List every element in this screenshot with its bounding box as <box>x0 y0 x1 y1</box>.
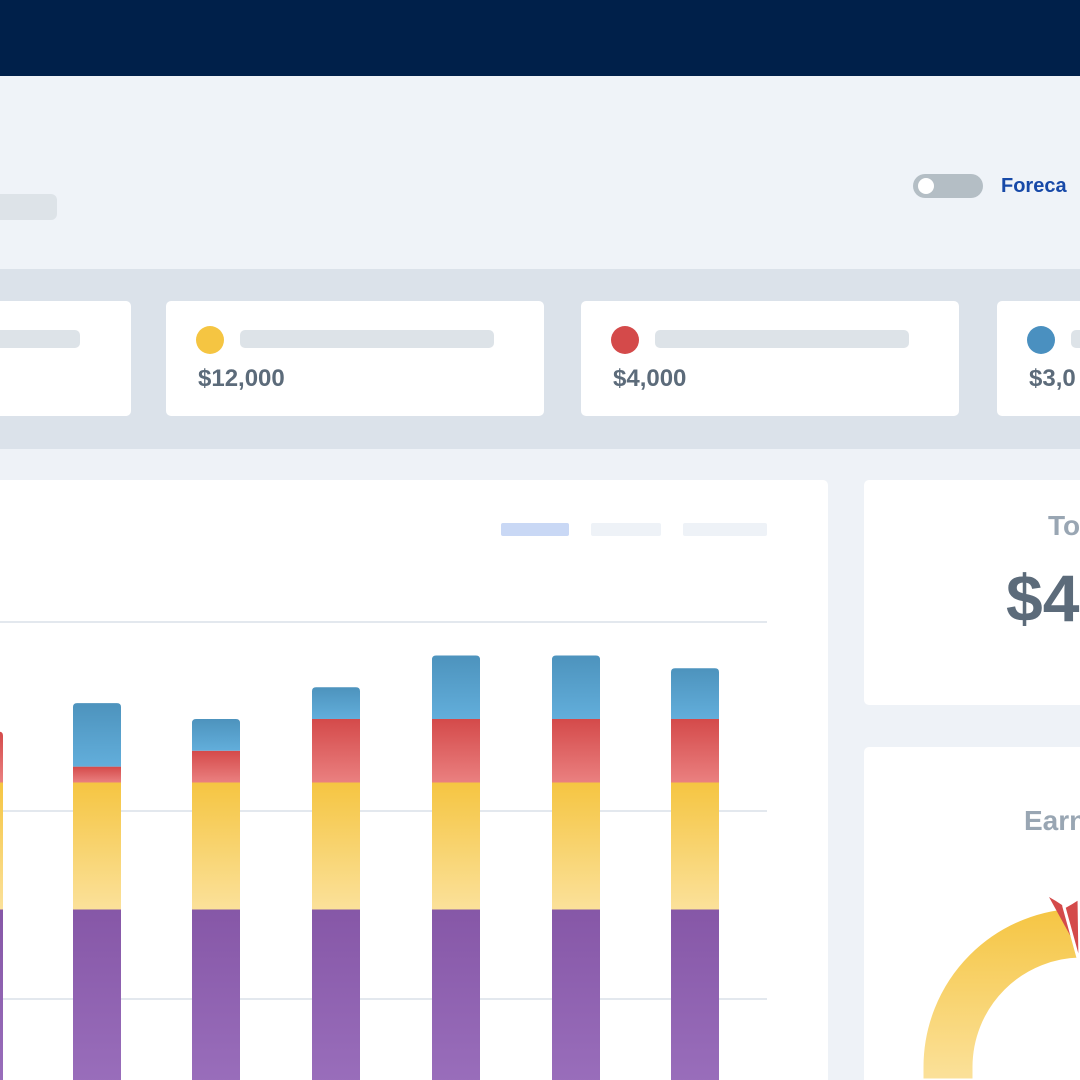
chart-tab[interactable] <box>591 523 661 536</box>
bar-segment-red <box>192 750 240 783</box>
bar-segment-red <box>312 719 360 783</box>
chart-tab[interactable] <box>683 523 767 536</box>
summary-label-placeholder <box>655 330 909 348</box>
forecast-toggle[interactable] <box>913 174 983 198</box>
bar-segment-blue <box>552 655 600 719</box>
bar-segment-purple <box>192 909 240 1080</box>
bar-segment-red <box>671 719 719 783</box>
bar-segment-yellow <box>552 782 600 910</box>
summary-card-4: $3,0 <box>997 301 1080 416</box>
yellow-dot-icon <box>196 326 224 354</box>
bar-segment-red <box>432 719 480 783</box>
bar-segment-blue <box>432 655 480 719</box>
bar-segment-blue <box>192 719 240 751</box>
bar-segment-blue <box>73 703 121 767</box>
total-title: To <box>1048 510 1080 541</box>
donut-segment-yellow <box>920 905 1080 1080</box>
bar-segment-red <box>552 719 600 783</box>
bar-segment-yellow <box>671 782 719 910</box>
chart-tab-active[interactable] <box>501 523 569 536</box>
blue-dot-icon <box>1027 326 1055 354</box>
forecast-label: Foreca <box>1001 175 1067 197</box>
bar-segment-yellow <box>73 782 121 910</box>
page-title-placeholder <box>0 194 57 220</box>
bar-segment-purple <box>552 909 600 1080</box>
bar-segment-purple <box>432 909 480 1080</box>
page-header <box>0 76 1080 269</box>
bar-segment-blue <box>671 668 719 719</box>
bar-segment-yellow <box>0 782 3 910</box>
summary-card-2: $12,000 <box>166 301 544 416</box>
bar-segment-purple <box>73 909 121 1080</box>
bar-segment-purple <box>312 909 360 1080</box>
summary-value: $4,000 <box>613 365 687 392</box>
total-card: To $4 <box>864 480 1080 705</box>
earnings-title: Earn <box>1024 805 1080 836</box>
bar-segment-purple <box>671 909 719 1080</box>
bar-segment-yellow <box>312 782 360 910</box>
red-dot-icon <box>611 326 639 354</box>
toggle-knob <box>918 178 934 194</box>
summary-card-3: $4,000 <box>581 301 959 416</box>
bar-segment-blue <box>312 687 360 719</box>
summary-card-1 <box>0 301 131 416</box>
summary-value: $3,0 <box>1029 365 1076 392</box>
summary-label-placeholder <box>1071 330 1080 348</box>
earnings-card: Earn <box>864 747 1080 1080</box>
bar-segment-red <box>73 766 121 783</box>
bar-segment-yellow <box>432 782 480 910</box>
bar-segment-yellow <box>192 782 240 910</box>
summary-value: $12,000 <box>198 365 285 392</box>
summary-label-placeholder <box>0 330 80 348</box>
earnings-donut-chart <box>920 895 1080 1080</box>
total-value: $4 <box>1006 561 1080 635</box>
bar-segment-purple <box>0 909 3 1080</box>
summary-label-placeholder <box>240 330 494 348</box>
top-navigation-bar <box>0 0 1080 76</box>
bar-segment-red <box>0 731 3 783</box>
